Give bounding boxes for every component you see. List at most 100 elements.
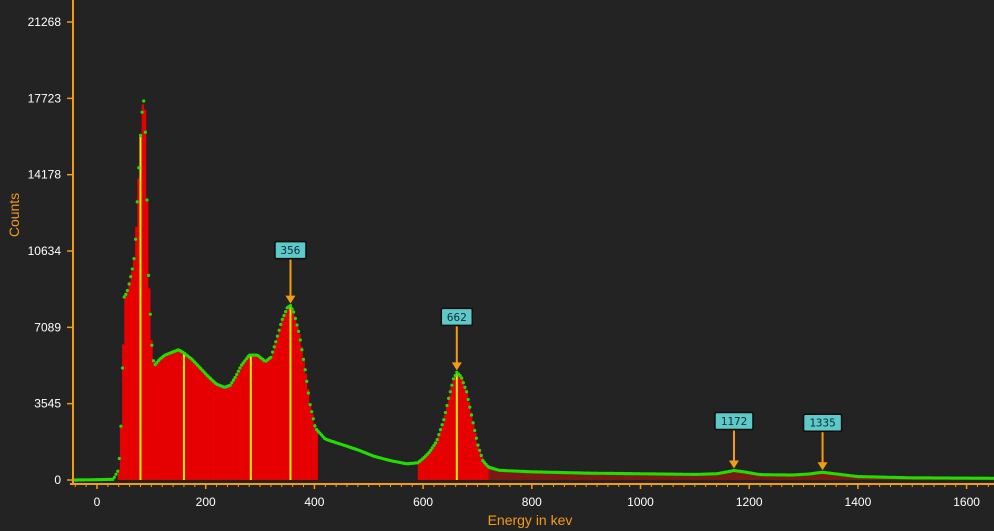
peak-arrow-icon <box>728 460 739 469</box>
curve-point <box>137 166 141 170</box>
data-bar <box>435 442 438 480</box>
data-bar <box>291 309 295 480</box>
data-bar <box>315 429 318 480</box>
curve-point <box>275 334 279 338</box>
y-tick-label: 17723 <box>28 91 62 105</box>
curve-point <box>143 130 147 134</box>
data-bar <box>254 355 258 480</box>
data-bar <box>432 445 436 480</box>
curve-point <box>435 438 439 442</box>
curve-point <box>117 456 121 461</box>
data-bar <box>265 360 268 480</box>
peak-markers-layer: 356 662 1172 1335 <box>274 240 843 471</box>
curve-point <box>991 476 994 480</box>
data-bar <box>213 382 216 480</box>
data-bar <box>252 355 255 480</box>
data-bar <box>146 200 149 481</box>
curve-point <box>479 453 483 458</box>
data-bar <box>206 376 210 480</box>
data-bar <box>126 290 129 480</box>
curve-point <box>463 385 467 389</box>
curve-point <box>279 322 283 327</box>
curve-point <box>460 376 464 380</box>
data-bar <box>269 357 273 480</box>
data-bar <box>117 469 121 480</box>
data-bar <box>130 271 134 480</box>
bars-layer <box>117 104 490 481</box>
y-tick-label: 3545 <box>34 397 61 411</box>
curve-point <box>303 368 307 372</box>
data-bar <box>189 358 192 480</box>
y-axis-title: Counts <box>6 193 22 237</box>
curve-point <box>130 267 134 271</box>
data-bar <box>135 226 138 480</box>
curve-point <box>458 374 462 378</box>
data-bar <box>176 350 179 480</box>
data-bar <box>424 456 427 480</box>
x-tick-label: 200 <box>196 495 216 509</box>
curve-point <box>465 390 469 394</box>
data-bar <box>285 310 288 480</box>
curve-point <box>432 443 436 447</box>
curve-point <box>310 410 314 414</box>
data-bar <box>187 356 190 480</box>
data-bar <box>209 378 212 480</box>
curve-point <box>231 378 235 382</box>
peak-arrow-icon <box>817 462 828 471</box>
curve-point <box>277 328 281 332</box>
peak-label: 1172 <box>721 415 748 428</box>
data-bar <box>272 350 275 480</box>
curve-point <box>228 383 232 387</box>
axes-layer: 0 3545 7089 10634 14178 17723 21268 0 200 400 600 8… <box>28 0 994 509</box>
data-bar <box>485 464 488 480</box>
curve-point <box>142 99 146 103</box>
data-bar <box>474 433 477 480</box>
data-bar <box>230 382 234 480</box>
data-bar <box>161 357 164 480</box>
data-bar <box>437 436 440 480</box>
curve-point <box>284 310 288 314</box>
data-bar <box>217 385 221 480</box>
data-bar <box>243 360 247 480</box>
curve-point <box>129 275 133 279</box>
curve-point <box>295 323 299 327</box>
data-bar <box>148 288 151 480</box>
data-bar <box>278 328 282 480</box>
curve-point <box>120 366 125 370</box>
data-bar <box>185 354 188 480</box>
marker-lines-layer <box>139 135 458 480</box>
peak-arrow-icon <box>285 295 296 304</box>
curve-point <box>453 374 457 378</box>
curve-point <box>230 381 234 385</box>
curve-point <box>132 257 136 261</box>
curve-point <box>450 383 454 387</box>
data-bar <box>239 366 242 480</box>
data-bar <box>296 324 299 480</box>
curve-point <box>274 340 278 344</box>
curve-point <box>427 450 431 455</box>
data-bar <box>215 384 218 480</box>
data-bar <box>180 351 184 480</box>
data-bar <box>246 357 249 480</box>
data-bar <box>304 373 308 480</box>
data-bar <box>248 355 251 480</box>
data-bar <box>222 386 225 480</box>
data-bar <box>200 369 203 480</box>
curve-point <box>293 316 297 321</box>
data-bar <box>169 352 173 480</box>
curve-point <box>469 413 474 417</box>
curve-point <box>119 424 123 428</box>
curve-point <box>241 361 245 365</box>
data-bar <box>467 402 471 480</box>
curve-point <box>445 403 449 408</box>
data-bar <box>309 404 312 480</box>
curve-point <box>438 428 443 432</box>
data-bar <box>224 387 227 480</box>
data-bar <box>219 385 223 480</box>
data-bar <box>298 333 301 480</box>
data-bar <box>311 414 314 480</box>
y-tick-label: 10634 <box>28 244 62 258</box>
data-bar <box>267 358 271 480</box>
data-bar <box>463 385 466 480</box>
data-bar <box>141 104 145 481</box>
